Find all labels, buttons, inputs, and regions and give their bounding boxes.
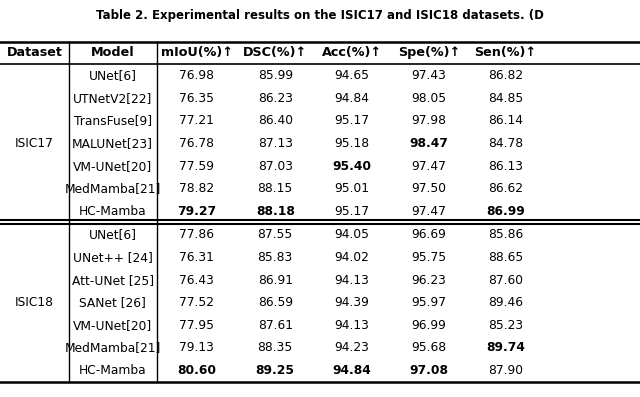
Text: 86.23: 86.23 [258, 92, 292, 105]
Text: 88.35: 88.35 [257, 341, 293, 355]
Text: 95.68: 95.68 [412, 341, 446, 355]
Text: Acc(%)↑: Acc(%)↑ [322, 46, 382, 60]
Text: 97.47: 97.47 [412, 205, 446, 218]
Text: 94.84: 94.84 [335, 92, 369, 105]
Text: 85.99: 85.99 [258, 69, 292, 82]
Text: 87.90: 87.90 [488, 364, 523, 377]
Text: Att-UNet [25]: Att-UNet [25] [72, 274, 154, 287]
Text: 77.52: 77.52 [179, 296, 214, 309]
Text: 86.99: 86.99 [486, 205, 525, 218]
Text: 76.78: 76.78 [179, 137, 214, 150]
Text: 77.59: 77.59 [179, 160, 214, 173]
Text: MALUNet[23]: MALUNet[23] [72, 137, 153, 150]
Text: 95.97: 95.97 [412, 296, 446, 309]
Text: 97.43: 97.43 [412, 69, 446, 82]
Text: 98.47: 98.47 [410, 137, 448, 150]
Text: Sen(%)↑: Sen(%)↑ [475, 46, 536, 60]
Text: 86.82: 86.82 [488, 69, 523, 82]
Text: 76.35: 76.35 [179, 92, 214, 105]
Text: 88.65: 88.65 [488, 251, 524, 264]
Text: 88.15: 88.15 [257, 182, 293, 195]
Text: 95.40: 95.40 [333, 160, 371, 173]
Text: 80.60: 80.60 [177, 364, 216, 377]
Text: 94.05: 94.05 [335, 228, 369, 241]
Text: 97.08: 97.08 [410, 364, 448, 377]
Text: 77.86: 77.86 [179, 228, 214, 241]
Text: DSC(%)↑: DSC(%)↑ [243, 46, 307, 60]
Text: mIoU(%)↑: mIoU(%)↑ [161, 46, 232, 60]
Text: UTNetV2[22]: UTNetV2[22] [73, 92, 152, 105]
Text: 79.27: 79.27 [177, 205, 216, 218]
Text: 85.23: 85.23 [488, 319, 523, 332]
Text: 86.91: 86.91 [258, 274, 292, 287]
Text: 84.78: 84.78 [488, 137, 523, 150]
Text: 94.13: 94.13 [335, 274, 369, 287]
Text: 86.13: 86.13 [488, 160, 523, 173]
Text: 87.13: 87.13 [258, 137, 292, 150]
Text: 94.39: 94.39 [335, 296, 369, 309]
Text: 97.98: 97.98 [412, 114, 446, 127]
Text: Model: Model [91, 46, 134, 60]
Text: 77.21: 77.21 [179, 114, 214, 127]
Text: 76.31: 76.31 [179, 251, 214, 264]
Text: 86.62: 86.62 [488, 182, 523, 195]
Text: 88.18: 88.18 [256, 205, 294, 218]
Text: 96.23: 96.23 [412, 274, 446, 287]
Text: 95.18: 95.18 [335, 137, 369, 150]
Text: 86.40: 86.40 [258, 114, 292, 127]
Text: ISIC18: ISIC18 [15, 296, 54, 309]
Text: 85.86: 85.86 [488, 228, 524, 241]
Text: UNet++ [24]: UNet++ [24] [73, 251, 152, 264]
Text: Dataset: Dataset [6, 46, 63, 60]
Text: MedMamba[21]: MedMamba[21] [65, 341, 161, 355]
Text: 89.46: 89.46 [488, 296, 523, 309]
Text: 76.43: 76.43 [179, 274, 214, 287]
Text: 95.75: 95.75 [412, 251, 446, 264]
Text: 86.59: 86.59 [258, 296, 292, 309]
Text: 85.83: 85.83 [257, 251, 293, 264]
Text: HC-Mamba: HC-Mamba [79, 364, 147, 377]
Text: 98.05: 98.05 [412, 92, 446, 105]
Text: 89.25: 89.25 [256, 364, 294, 377]
Text: 89.74: 89.74 [486, 341, 525, 355]
Text: MedMamba[21]: MedMamba[21] [65, 182, 161, 195]
Text: 94.65: 94.65 [335, 69, 369, 82]
Text: 77.95: 77.95 [179, 319, 214, 332]
Text: SANet [26]: SANet [26] [79, 296, 146, 309]
Text: 87.03: 87.03 [258, 160, 292, 173]
Text: 94.13: 94.13 [335, 319, 369, 332]
Text: VM-UNet[20]: VM-UNet[20] [73, 160, 152, 173]
Text: 94.02: 94.02 [335, 251, 369, 264]
Text: 87.61: 87.61 [258, 319, 292, 332]
Text: Spe(%)↑: Spe(%)↑ [397, 46, 460, 60]
Text: 94.84: 94.84 [333, 364, 371, 377]
Text: 95.17: 95.17 [335, 205, 369, 218]
Text: 79.13: 79.13 [179, 341, 214, 355]
Text: Table 2. Experimental results on the ISIC17 and ISIC18 datasets. (D: Table 2. Experimental results on the ISI… [96, 9, 544, 22]
Text: 95.01: 95.01 [335, 182, 369, 195]
Text: HC-Mamba: HC-Mamba [79, 205, 147, 218]
Text: 84.85: 84.85 [488, 92, 524, 105]
Text: VM-UNet[20]: VM-UNet[20] [73, 319, 152, 332]
Text: 96.99: 96.99 [412, 319, 446, 332]
Text: 96.69: 96.69 [412, 228, 446, 241]
Text: 87.55: 87.55 [257, 228, 293, 241]
Text: 78.82: 78.82 [179, 182, 214, 195]
Text: UNet[6]: UNet[6] [88, 69, 137, 82]
Text: UNet[6]: UNet[6] [88, 228, 137, 241]
Text: ISIC17: ISIC17 [15, 137, 54, 150]
Text: 97.47: 97.47 [412, 160, 446, 173]
Text: 87.60: 87.60 [488, 274, 523, 287]
Text: TransFuse[9]: TransFuse[9] [74, 114, 152, 127]
Text: 95.17: 95.17 [335, 114, 369, 127]
Text: 97.50: 97.50 [412, 182, 446, 195]
Text: 86.14: 86.14 [488, 114, 523, 127]
Text: 76.98: 76.98 [179, 69, 214, 82]
Text: 94.23: 94.23 [335, 341, 369, 355]
